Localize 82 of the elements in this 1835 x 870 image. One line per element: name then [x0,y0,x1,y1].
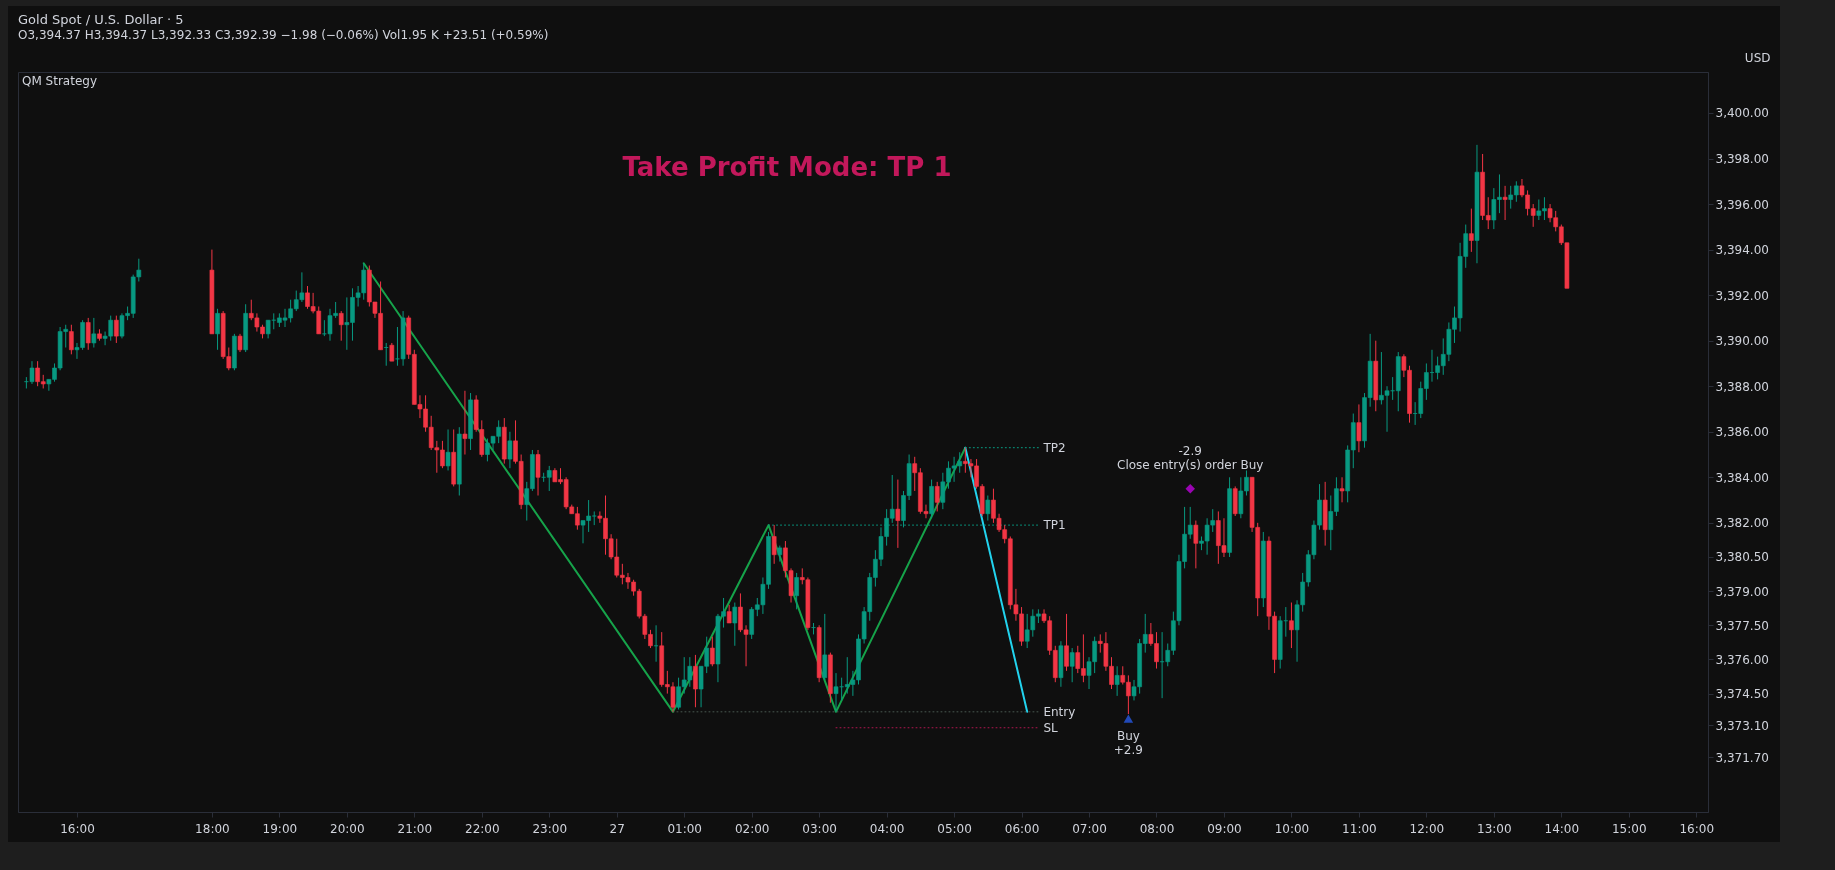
y-tick-label: 3,400.00 [1715,106,1769,121]
x-tick-label: 23:00 [532,821,568,836]
y-tick-label: 3,394.00 [1715,243,1769,258]
x-tick-label: 19:00 [262,821,298,836]
x-tick-label: 10:00 [1274,821,1310,836]
y-tick-label: 3,380.50 [1715,550,1769,565]
candlestick [1069,647,1075,683]
x-tick-label: 06:00 [1004,821,1040,836]
x-tick-label: 04:00 [869,821,905,836]
candlestick [1064,613,1069,672]
annotation: +2.9 [1113,742,1143,757]
y-tick-label: 3,392.00 [1715,288,1769,303]
annotation: -2.9 [1178,443,1202,458]
candlestick [1289,602,1294,649]
y-axis-title: USD [1744,50,1771,65]
x-tick-label: 03:00 [802,821,837,836]
candlestick [215,308,220,351]
candlestick [710,636,715,667]
series-label: SL [1043,720,1059,735]
series-label: TP2 [1042,440,1066,455]
y-tick-label: 3,396.00 [1715,197,1769,212]
x-tick-label: 13:00 [1477,821,1512,836]
candlestick [732,602,738,647]
y-tick-label: 3,374.50 [1715,687,1769,702]
candlestick [1356,403,1362,453]
x-tick-label: 11:00 [1342,821,1377,836]
series-label: Close entry(s) order Buy [1117,457,1264,472]
candlestick [693,654,698,708]
x-tick-label: 21:00 [397,821,433,836]
y-tick-label: 3,376.00 [1715,652,1769,667]
x-tick-label: 16:00 [60,821,95,836]
y-tick-label: 3,388.00 [1715,379,1769,394]
y-tick-label: 3,377.50 [1715,618,1769,633]
x-tick-label: 07:00 [1072,821,1107,836]
candlestick [771,524,777,565]
x-tick-label: 05:00 [937,821,972,836]
candlestick [507,431,513,469]
y-tick-label: 3,398.00 [1715,152,1769,167]
candlestick [794,572,799,610]
y-tick-label: 3,390.00 [1715,334,1769,349]
x-tick-label: 27 [609,821,625,836]
chart-title: Gold Spot / U.S. Dollar · 5 [18,12,184,27]
y-tick-label: 3,379.00 [1715,584,1769,599]
candlestick [1339,476,1345,503]
candlestick [546,465,552,492]
x-tick-label: 09:00 [1207,821,1242,836]
candlestick [535,449,541,497]
x-tick-label: 14:00 [1544,821,1580,836]
series-label: TP1 [1042,518,1066,533]
x-tick-label: 20:00 [330,821,365,836]
candlestick [338,310,344,342]
series-label: Buy [1116,728,1140,743]
y-tick-label: 3,384.00 [1715,470,1769,485]
x-tick-label: 15:00 [1611,821,1647,836]
x-tick-label: 16:00 [1679,821,1715,836]
y-tick-label: 3,386.00 [1715,425,1769,440]
candlestick [895,479,901,549]
y-tick-label: 3,371.70 [1715,750,1769,765]
candlestick [822,613,828,681]
y-tick-label: 3,373.10 [1715,718,1769,733]
candlestick [934,481,940,512]
x-tick-label: 18:00 [195,821,230,836]
candlestick [1502,185,1508,221]
candlestick [726,604,732,624]
candlestick [1469,208,1474,253]
candlestick [1114,665,1120,697]
x-tick-label: 12:00 [1409,821,1445,836]
candlestick [389,342,395,362]
candlestick [1193,520,1199,569]
x-tick-label: 22:00 [465,821,500,836]
candlestick [237,333,243,353]
y-tick-label: 3,382.00 [1715,516,1769,531]
candlestick [445,428,451,471]
chart-subtitle: O3,394.37 H3,394.37 L3,392.33 C3,392.39 −1.98 (−0.06%) Vol1.95 K +23.51 (+0.59%) [18,28,549,42]
annotation: QM Strategy [22,74,98,88]
x-tick-label: 01:00 [667,821,702,836]
candlestick [985,495,991,522]
candlestick [462,390,468,456]
annotation: Take Profit Mode: TP 1 [622,152,952,182]
series-label: Entry [1043,704,1076,719]
x-tick-label: 08:00 [1139,821,1175,836]
x-tick-label: 02:00 [734,821,770,836]
